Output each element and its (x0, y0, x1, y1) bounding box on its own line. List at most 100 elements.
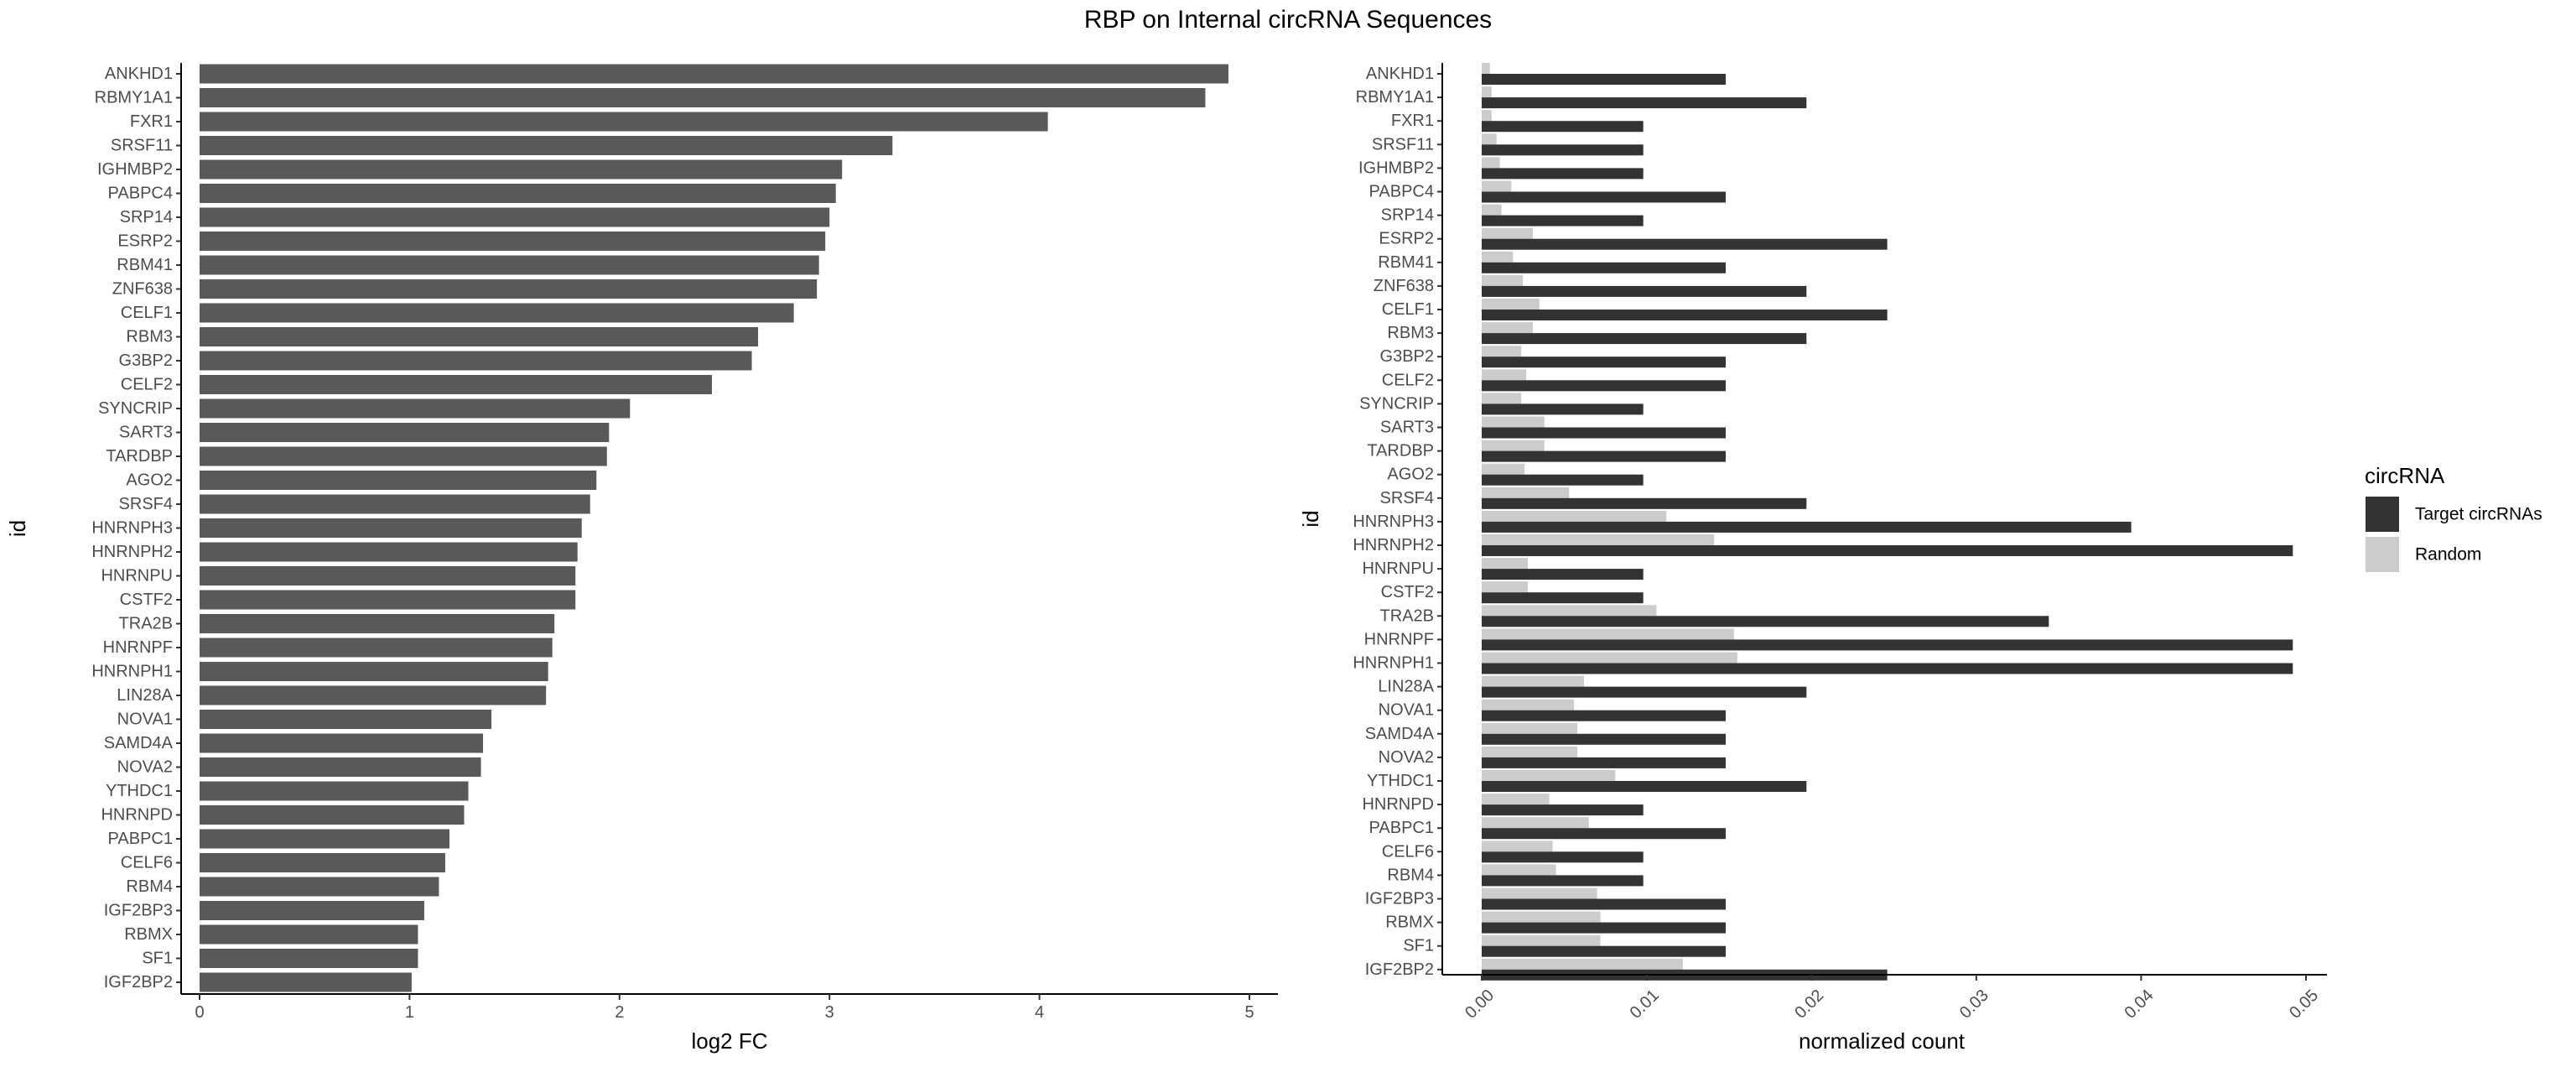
bar-target-nova2 (1482, 757, 1726, 768)
bar-esrp2 (200, 232, 826, 251)
left-bar-panel: ANKHD1 RBMY1A1 FXR1 SRSF11 IGHMBP2 PABPC4 SRP1… (5, 63, 1278, 1054)
bar-target-celf6 (1482, 851, 1644, 863)
y-tick-label: HNRNPH3 (1353, 513, 1434, 531)
bar-target-celf2 (1482, 380, 1726, 392)
bar-random-tardbp (1482, 440, 1545, 451)
bar-target-rbmy1a1 (1482, 97, 1807, 109)
y-tick-label: CSTF2 (120, 591, 173, 609)
bar-random-tra2b (1482, 605, 1657, 617)
bar-celf2 (200, 375, 712, 394)
bar-random-sart3 (1482, 416, 1545, 428)
y-tick-label: SAMD4A (1365, 725, 1435, 743)
bar-target-hnrnph2 (1482, 545, 2293, 556)
bar-celf1 (200, 303, 794, 323)
bar-random-rbm41 (1482, 251, 1514, 263)
bar-rbm4 (200, 877, 439, 897)
bar-rbm41 (200, 255, 819, 275)
bar-rbm3 (200, 327, 759, 346)
y-tick-label: RBM4 (126, 877, 173, 896)
bar-g3bp2 (200, 351, 752, 371)
x-tick-label: 0.02 (1791, 986, 1827, 1023)
bar-random-cstf2 (1482, 581, 1529, 593)
y-tick-label: SRSF11 (1372, 135, 1434, 154)
bar-random-hnrnpd (1482, 794, 1550, 805)
bar-srsf11 (200, 136, 893, 155)
bar-random-celf1 (1482, 299, 1540, 310)
bar-pabpc4 (200, 184, 836, 203)
bar-random-nova2 (1482, 746, 1578, 757)
bar-igf2bp2 (200, 972, 412, 992)
y-tick-label: IGHMBP2 (97, 160, 173, 179)
y-tick-label: IGHMBP2 (1358, 159, 1434, 177)
bar-sart3 (200, 423, 610, 442)
y-tick-label: ZNF638 (1374, 277, 1434, 295)
x-tick-label: 1 (405, 1003, 414, 1022)
bar-target-ythdc1 (1482, 781, 1807, 792)
bar-target-syncrip (1482, 403, 1644, 415)
x-tick-label: 0 (195, 1003, 204, 1022)
y-tick-label: CELF1 (1382, 300, 1434, 319)
bar-rbmy1a1 (200, 88, 1206, 107)
bar-target-pabpc4 (1482, 191, 1726, 203)
y-tick-label: YTHDC1 (1367, 772, 1434, 790)
y-tick-label: RBMY1A1 (95, 89, 173, 107)
bar-target-rbm4 (1482, 875, 1644, 887)
y-tick-label: YTHDC1 (106, 782, 173, 800)
y-tick-label: CELF6 (121, 854, 173, 872)
bar-target-rbm41 (1482, 262, 1726, 273)
y-tick-label: NOVA2 (1379, 748, 1434, 767)
bar-random-lin28a (1482, 675, 1584, 687)
y-tick-label: NOVA1 (1379, 701, 1434, 720)
y-tick-label: TARDBP (1367, 442, 1434, 461)
y-tick-label: RBMX (1385, 913, 1434, 932)
bar-random-srsf11 (1482, 133, 1497, 145)
bar-random-igf2bp2 (1482, 958, 1683, 970)
bar-celf6 (200, 853, 445, 872)
y-tick-label: NOVA2 (117, 758, 173, 777)
x-tick-label: 2 (615, 1003, 624, 1022)
y-tick-label: CELF1 (121, 304, 173, 322)
y-tick-label: SRP14 (1381, 206, 1434, 225)
y-tick-label: FXR1 (1391, 112, 1434, 130)
y-tick-label: G3BP2 (1380, 347, 1434, 366)
y-tick-label: CELF2 (1382, 371, 1434, 389)
y-tick-label: PABPC1 (1369, 819, 1434, 837)
bar-target-ighmbp2 (1482, 168, 1644, 180)
bar-hnrnph2 (200, 542, 578, 562)
y-tick-label: ANKHD1 (105, 65, 173, 83)
bar-znf638 (200, 279, 818, 299)
x-tick-label: 5 (1244, 1003, 1254, 1022)
bar-target-cstf2 (1482, 592, 1644, 604)
bar-hnrnph3 (200, 518, 582, 538)
bar-target-esrp2 (1482, 238, 1888, 250)
bar-random-hnrnph3 (1482, 510, 1667, 522)
bar-target-hnrnpd (1482, 804, 1644, 816)
bar-random-ighmbp2 (1482, 157, 1500, 169)
y-tick-label: SRSF4 (1380, 489, 1434, 507)
y-tick-label: HNRNPD (1362, 795, 1434, 814)
y-tick-label: SART3 (119, 424, 173, 442)
bar-random-syncrip (1482, 393, 1522, 404)
bar-srp14 (200, 207, 830, 227)
y-tick-label: RBM41 (1378, 253, 1434, 272)
bar-pabpc1 (200, 829, 449, 849)
bar-nova2 (200, 757, 481, 777)
bar-target-tra2b (1482, 616, 2049, 627)
bar-random-g3bp2 (1482, 346, 1522, 357)
bar-target-pabpc1 (1482, 828, 1726, 840)
y-tick-label: HNRNPU (1362, 560, 1434, 578)
y-tick-label: SF1 (1403, 937, 1434, 955)
y-tick-label: LIN28A (117, 686, 173, 705)
bar-hnrnpf (200, 638, 553, 658)
y-tick-label: SRSF4 (119, 495, 173, 513)
y-tick-label: AGO2 (126, 471, 173, 490)
bar-target-ankhd1 (1482, 74, 1726, 85)
y-tick-label: LIN28A (1378, 678, 1434, 696)
bar-target-rbmx (1482, 922, 1726, 934)
bar-random-znf638 (1482, 274, 1524, 286)
bar-target-ago2 (1482, 474, 1644, 486)
y-tick-label: PABPC4 (1369, 183, 1434, 201)
y-tick-label: HNRNPF (103, 638, 173, 657)
bar-ankhd1 (200, 64, 1228, 84)
y-tick-label: HNRNPH1 (91, 663, 173, 681)
